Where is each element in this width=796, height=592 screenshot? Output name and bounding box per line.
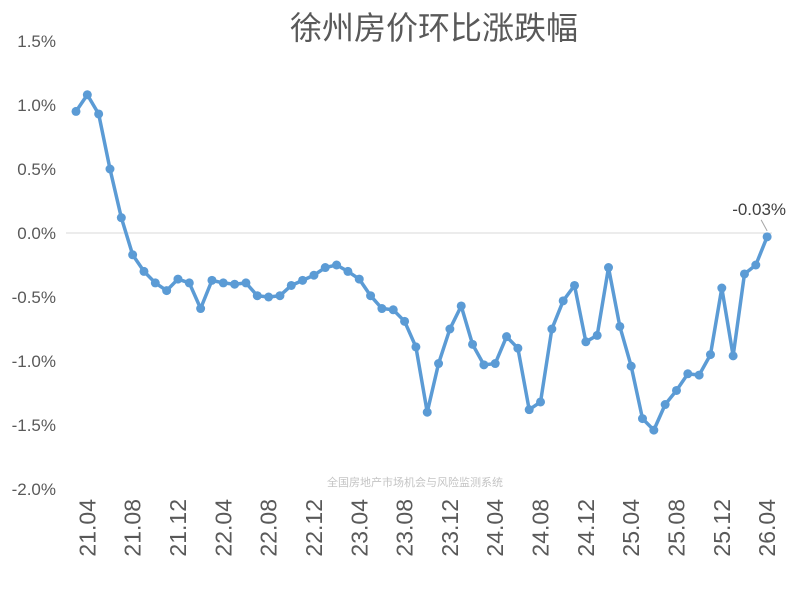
data-point	[173, 274, 183, 284]
data-point	[649, 425, 659, 435]
data-point	[218, 278, 228, 288]
data-point	[468, 339, 478, 349]
data-point	[388, 305, 398, 315]
data-point	[626, 361, 636, 371]
data-point	[581, 337, 591, 347]
data-point	[343, 266, 353, 276]
data-point	[377, 304, 387, 314]
x-tick-label: 23.12	[437, 499, 463, 557]
data-point	[479, 360, 489, 370]
data-point	[592, 330, 602, 340]
data-point	[683, 369, 693, 379]
data-point	[366, 291, 376, 301]
data-point	[694, 370, 704, 380]
y-tick-label: -2.0%	[12, 480, 56, 499]
data-point	[298, 275, 308, 285]
data-point	[128, 250, 138, 260]
data-point	[502, 332, 512, 342]
data-point	[71, 106, 81, 116]
data-point	[150, 278, 160, 288]
data-point	[105, 164, 115, 174]
data-point	[717, 283, 727, 293]
data-point	[139, 266, 149, 276]
data-point	[230, 279, 240, 289]
data-point	[536, 397, 546, 407]
data-point	[320, 263, 330, 273]
y-tick-label: -1.0%	[12, 352, 56, 371]
data-point	[400, 316, 410, 326]
data-point	[728, 351, 738, 361]
data-point	[116, 213, 126, 223]
y-tick-label: -1.5%	[12, 416, 56, 435]
data-point	[490, 359, 500, 369]
data-point	[456, 301, 466, 311]
data-point	[558, 296, 568, 306]
x-tick-label: 21.04	[74, 499, 100, 557]
data-point	[332, 260, 342, 270]
x-tick-label: 25.08	[663, 499, 689, 557]
data-point	[524, 405, 534, 415]
x-tick-label: 22.08	[256, 499, 282, 557]
x-tick-label: 24.08	[528, 499, 554, 557]
data-point	[422, 407, 432, 417]
data-point	[82, 90, 92, 100]
x-tick-label: 25.04	[618, 499, 644, 557]
x-tick-label: 24.04	[482, 499, 508, 557]
x-tick-label: 26.04	[754, 499, 780, 557]
data-point	[739, 269, 749, 279]
data-point	[275, 291, 285, 301]
data-point	[252, 291, 262, 301]
data-point	[94, 109, 104, 119]
data-point	[604, 263, 614, 273]
x-tick-label: 23.04	[346, 499, 372, 557]
data-point	[570, 280, 580, 290]
x-tick-label: 22.12	[301, 499, 327, 557]
data-point	[241, 278, 251, 288]
data-point	[638, 414, 647, 424]
watermark-text: 全国房地产市场机会与风险监测系统	[327, 475, 503, 489]
data-point	[434, 359, 444, 369]
x-tick-label: 21.12	[165, 499, 191, 557]
x-tick-label: 22.04	[210, 499, 236, 557]
data-point	[184, 278, 194, 288]
y-tick-label: 1.0%	[17, 96, 56, 115]
x-axis-tick-labels: 21.04 21.08 21.12 22.04 22.08 22.12 23.04 23.08…	[74, 499, 780, 557]
data-point	[196, 304, 206, 314]
y-tick-label: 0.0%	[17, 224, 56, 243]
data-point	[445, 324, 455, 334]
data-point	[762, 232, 772, 242]
data-point	[705, 350, 715, 360]
chart-title: 徐州房价环比涨跌幅	[290, 9, 578, 47]
data-point	[671, 385, 681, 395]
data-point	[162, 286, 172, 296]
data-point	[207, 275, 217, 285]
data-point	[354, 274, 364, 284]
x-tick-label: 24.12	[573, 499, 599, 557]
data-point	[547, 324, 557, 334]
data-point	[751, 260, 761, 270]
y-tick-label: 0.5%	[17, 160, 56, 179]
data-point	[660, 400, 670, 410]
series-line	[74, 93, 769, 432]
x-tick-label: 21.08	[120, 499, 146, 557]
data-point	[286, 280, 296, 290]
y-tick-label: -0.5%	[12, 288, 56, 307]
x-tick-label: 23.08	[392, 499, 418, 557]
y-axis-tick-labels: 1.5% 1.0% 0.5% 0.0% -0.5% -1.0% -1.5% -2.0%	[12, 32, 56, 499]
data-point	[411, 342, 421, 352]
annotation-leader-line	[760, 219, 768, 232]
data-points	[71, 90, 772, 435]
x-tick-label: 25.12	[709, 499, 735, 557]
y-tick-label: 1.5%	[17, 32, 56, 51]
data-point	[513, 343, 523, 353]
data-point	[264, 292, 274, 302]
data-point	[309, 270, 319, 280]
data-point	[615, 321, 625, 331]
last-value-annotation: -0.03%	[732, 200, 786, 219]
